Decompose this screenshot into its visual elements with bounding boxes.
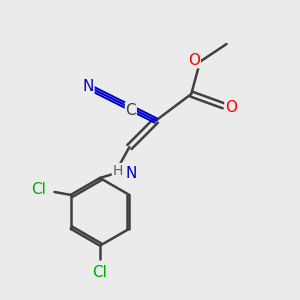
- Text: C: C: [125, 103, 136, 118]
- Text: N: N: [125, 166, 136, 181]
- Text: O: O: [188, 53, 200, 68]
- Text: Cl: Cl: [31, 182, 46, 196]
- Text: O: O: [225, 100, 237, 115]
- Text: N: N: [82, 79, 94, 94]
- Text: Cl: Cl: [92, 265, 107, 280]
- Text: H: H: [112, 164, 123, 178]
